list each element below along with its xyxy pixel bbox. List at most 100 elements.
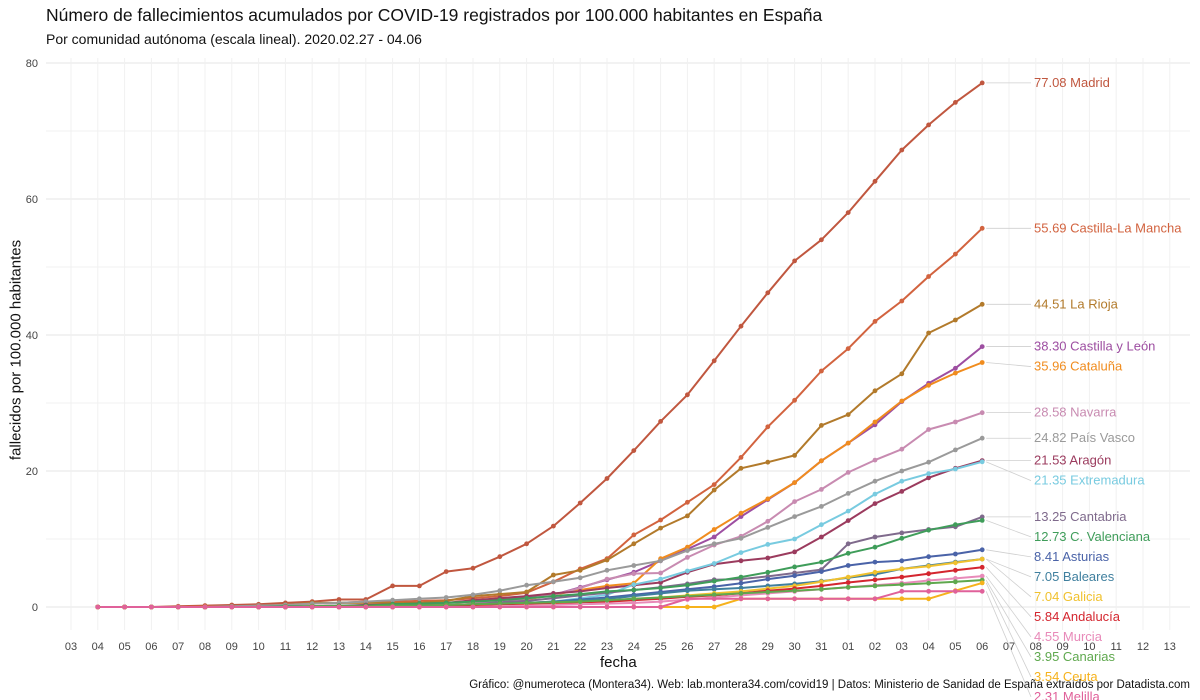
data-point bbox=[336, 597, 342, 602]
data-point bbox=[792, 596, 797, 602]
data-point bbox=[551, 604, 556, 610]
data-point bbox=[497, 554, 503, 560]
x-tick-label: 25 bbox=[654, 641, 666, 653]
data-point bbox=[926, 527, 931, 533]
data-point bbox=[953, 579, 958, 585]
series-end-label: 77.08 Madrid bbox=[1034, 75, 1110, 90]
data-point bbox=[765, 576, 771, 582]
data-point bbox=[685, 568, 690, 574]
series-line bbox=[97, 82, 983, 608]
data-point bbox=[685, 513, 690, 519]
data-point bbox=[658, 570, 663, 576]
data-point bbox=[363, 604, 369, 610]
data-point bbox=[685, 596, 690, 602]
data-point bbox=[899, 298, 905, 304]
data-point bbox=[658, 517, 663, 523]
data-point bbox=[872, 544, 878, 550]
series-line bbox=[97, 361, 983, 608]
data-point bbox=[792, 499, 797, 504]
series-line bbox=[97, 227, 983, 608]
chart-subtitle: Por comunidad autónoma (escala lineal). … bbox=[46, 31, 422, 47]
data-point bbox=[953, 100, 958, 105]
data-point bbox=[979, 588, 985, 594]
data-point bbox=[631, 563, 637, 568]
y-tick-labels: 0 20 40 60 80 bbox=[26, 58, 38, 614]
x-tick-label: 05 bbox=[949, 641, 961, 653]
data-point bbox=[711, 482, 717, 487]
data-point bbox=[872, 534, 878, 540]
data-point bbox=[577, 567, 583, 573]
data-point bbox=[899, 446, 905, 452]
data-point bbox=[899, 530, 905, 536]
data-point bbox=[926, 580, 931, 586]
x-tick-label: 06 bbox=[976, 641, 988, 653]
data-point bbox=[417, 583, 422, 589]
data-point bbox=[819, 458, 824, 464]
data-point bbox=[819, 569, 824, 574]
data-point bbox=[953, 551, 958, 557]
data-point bbox=[872, 388, 878, 394]
data-point bbox=[819, 504, 824, 509]
series-end-label: 8.41 Asturias bbox=[1034, 549, 1110, 564]
data-point bbox=[738, 574, 744, 580]
data-point bbox=[685, 582, 690, 588]
data-point bbox=[979, 225, 985, 231]
data-point bbox=[899, 478, 905, 484]
data-point bbox=[738, 580, 744, 586]
data-point bbox=[577, 604, 583, 610]
data-point bbox=[309, 604, 315, 610]
data-point bbox=[738, 585, 744, 591]
data-point bbox=[899, 566, 905, 572]
y-tick-label: 60 bbox=[26, 194, 38, 206]
data-point bbox=[551, 579, 556, 585]
leader-line bbox=[986, 558, 1032, 578]
series-end-label: 24.82 País Vasco bbox=[1034, 430, 1135, 445]
data-point bbox=[953, 317, 958, 323]
leader-line bbox=[985, 567, 1032, 618]
series-end-label: 44.51 La Rioja bbox=[1034, 296, 1119, 311]
y-tick-label: 0 bbox=[32, 602, 38, 614]
data-point bbox=[524, 582, 529, 588]
data-point bbox=[711, 596, 717, 602]
data-point bbox=[899, 535, 905, 541]
x-tick-label: 29 bbox=[762, 641, 774, 653]
data-point bbox=[819, 423, 824, 428]
series-end-label: 55.69 Castilla-La Mancha bbox=[1034, 220, 1182, 235]
chart-caption: Gráfico: @numeroteca (Montera34). Web: l… bbox=[469, 679, 1190, 691]
data-point bbox=[631, 600, 637, 606]
data-point bbox=[926, 427, 931, 432]
series-end-label: 12.73 C. Valenciana bbox=[1034, 529, 1151, 544]
data-point bbox=[417, 604, 422, 610]
data-point bbox=[658, 580, 663, 585]
data-point bbox=[845, 541, 851, 547]
data-point bbox=[979, 410, 985, 416]
data-point bbox=[979, 301, 985, 307]
data-point bbox=[738, 591, 744, 596]
data-point bbox=[819, 487, 824, 492]
data-point bbox=[953, 251, 958, 257]
x-tick-label: 09 bbox=[1056, 641, 1068, 653]
data-point bbox=[711, 604, 717, 610]
data-point bbox=[872, 559, 878, 565]
data-point bbox=[658, 599, 663, 604]
leader-line bbox=[985, 591, 1032, 698]
x-tick-label: 28 bbox=[735, 641, 747, 653]
data-point bbox=[363, 599, 369, 604]
series-end-label: 4.55 Murcia bbox=[1034, 629, 1103, 644]
y-tick-label: 40 bbox=[26, 330, 38, 342]
data-point bbox=[685, 555, 690, 560]
data-point bbox=[658, 604, 663, 610]
data-point bbox=[551, 599, 556, 605]
data-point bbox=[283, 604, 288, 610]
data-point bbox=[738, 558, 744, 564]
data-point bbox=[229, 604, 235, 610]
data-point bbox=[711, 541, 717, 547]
data-point bbox=[551, 572, 556, 578]
data-point bbox=[819, 522, 824, 528]
x-tick-label: 22 bbox=[574, 641, 586, 653]
data-point bbox=[953, 447, 958, 453]
data-point bbox=[765, 518, 771, 524]
data-point bbox=[979, 459, 985, 465]
x-tick-label: 02 bbox=[869, 641, 881, 653]
data-point bbox=[979, 344, 985, 349]
